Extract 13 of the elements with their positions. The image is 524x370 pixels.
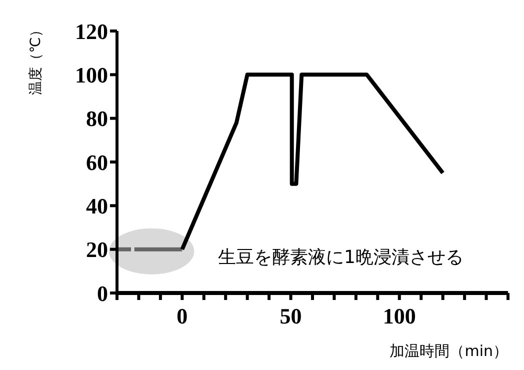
x-tick-label: 50 [280, 304, 302, 329]
x-tick-label: 100 [382, 304, 416, 329]
x-tick-label: 0 [176, 304, 188, 329]
y-tick-label: 20 [86, 237, 108, 262]
x-axis-title: 加温時間（min） [390, 342, 508, 360]
y-axis-title: 温度（℃） [28, 23, 44, 95]
y-tick-label: 80 [86, 106, 108, 132]
y-tick-label: 40 [86, 193, 108, 218]
annotation: 生豆を酵素液に1晩浸漬させる [218, 247, 464, 268]
y-tick-label: 100 [75, 62, 108, 88]
y-tick-label: 120 [75, 18, 108, 44]
y-tick-label: 60 [86, 150, 108, 175]
y-tick-label: 0 [97, 280, 108, 306]
